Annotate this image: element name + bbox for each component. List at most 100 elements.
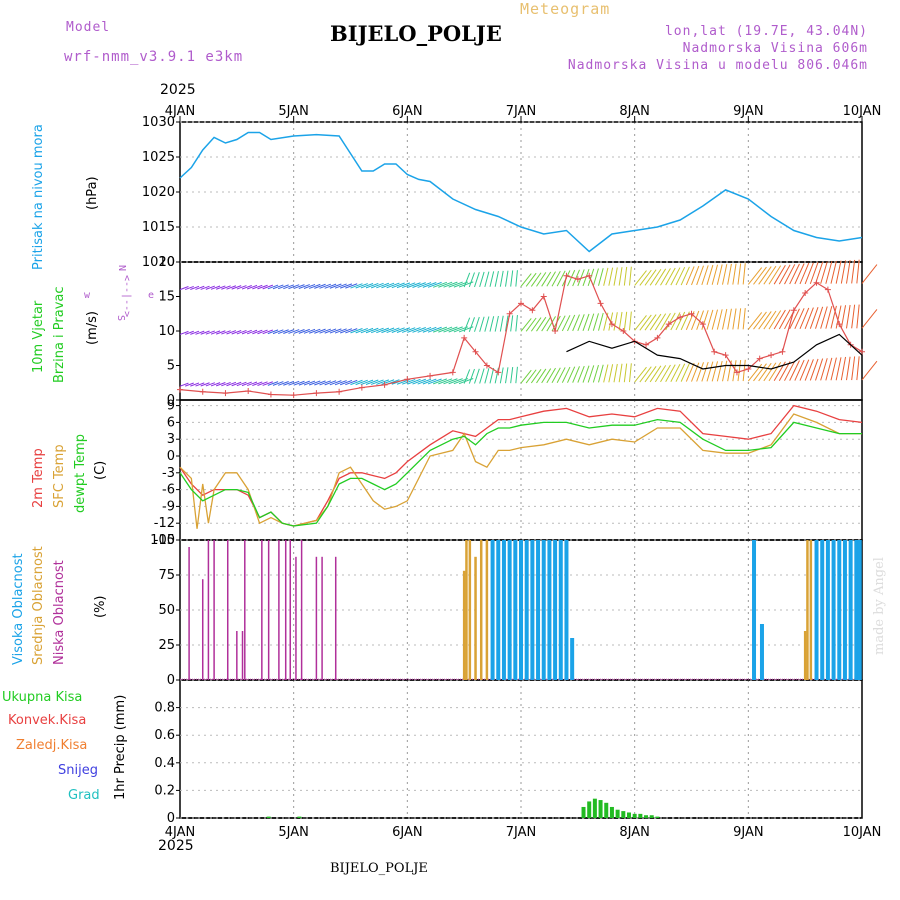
wind-barb [479,316,485,332]
wind-speed-marker [665,321,672,328]
wind-barb [732,308,737,330]
high-cloud-bar [519,540,523,680]
wind-barb [794,263,805,285]
wind-barb [716,264,723,285]
wind-barb [768,361,782,382]
wind-barb [396,327,411,333]
wind-barb [205,382,215,387]
y-tick-label: -6 [162,483,175,498]
wind-barb [608,364,614,383]
y-tick-label: 1010 [142,255,175,270]
wind-barb [365,282,379,289]
wind-barb [407,327,421,333]
wind-barb [438,378,453,385]
y-tick-label: 6 [167,415,175,430]
wind-barb [195,285,205,290]
wind-barb [339,328,353,334]
sfc-title: SFC Temp [52,444,67,508]
wind-barb [226,285,237,290]
wind-barb [505,270,509,287]
dewpt-title: dewpt Temp [73,434,88,513]
wind-barb [432,326,448,333]
precip-bar [587,801,592,818]
precip-bar [621,811,626,818]
y-tick-label: 3 [167,432,175,447]
precip-bar [644,815,649,818]
model-altitude-label: Nadmorska Visina u modelu 806.046m [567,58,868,73]
day-tick-label-bottom: 7JAN [506,825,537,840]
wind-barb [184,285,194,291]
wind-barb [685,266,695,286]
wind-barb [448,326,463,333]
wind-barb [334,380,347,386]
wind-barb [319,328,332,334]
wind-barb [716,309,723,330]
temp-ylabel: (C) [93,461,108,480]
wind-barb [660,268,671,286]
wind-barb [815,358,824,381]
wind-barb [360,327,374,334]
day-tick-label-bottom: 4JAN [165,825,196,840]
wind-barb [407,378,421,385]
wind-speed-marker [381,381,388,388]
wind-barb [484,316,490,332]
wind-barb [432,281,448,288]
wind-barb [350,328,363,334]
low-cloud-bar [244,540,246,680]
wind-barb [856,356,860,381]
wind-barb [711,361,719,382]
wind-barb [639,269,652,286]
wind-barb [360,283,374,289]
wind-barb [758,266,772,285]
precip-bar [626,812,631,818]
wind-barb [226,330,237,335]
panel-frame [179,399,863,541]
wind-barb [339,283,353,289]
wind-barb [851,304,856,329]
wind-barb [329,283,342,289]
wind-barb [835,305,842,329]
wind-barb [577,314,585,332]
wind-barb [314,380,326,386]
wind-barb [582,365,590,383]
high-cloud-bar [752,540,757,680]
wind-barb [670,267,681,286]
model-label: Model [66,20,111,35]
wind-barb [613,312,618,331]
wind-barb [401,327,416,333]
wind-speed-marker [802,290,809,297]
wind-speed-marker [506,310,513,317]
cloud-ylabel: (%) [93,596,108,619]
low-cloud-bar [284,540,287,680]
wind-barb [494,271,499,287]
wind-barb [778,309,791,330]
wind-barb [536,368,547,384]
wind-barb [308,328,321,334]
wind-barb [184,330,194,335]
wind-barb [644,269,657,286]
wind-barb [236,285,247,290]
wind-barb [763,265,777,285]
wind-barb [277,329,289,335]
wind-barb [567,314,576,332]
high-cloud-bar [553,540,558,680]
high-cloud-bar [496,540,501,680]
wind-barb [329,328,342,334]
year-bottom: 2025 [158,838,194,854]
wind-barb [479,368,485,384]
wind-barb [210,285,221,290]
wind-barb [293,329,305,334]
wind-barb [381,327,395,334]
y-tick-label: -9 [162,499,175,514]
wind-barb [608,267,614,286]
wind-barb [200,330,210,335]
low-cloud-bar [213,540,215,680]
y-tick-label: 0.6 [154,728,175,743]
wind-speed-marker [813,279,820,286]
wind-barb [763,362,777,382]
wind-barb [758,362,772,382]
wind-barb [422,282,437,288]
y-tick-label: 1015 [142,220,175,235]
year-top: 2025 [160,82,196,98]
wind-barb [840,260,847,284]
